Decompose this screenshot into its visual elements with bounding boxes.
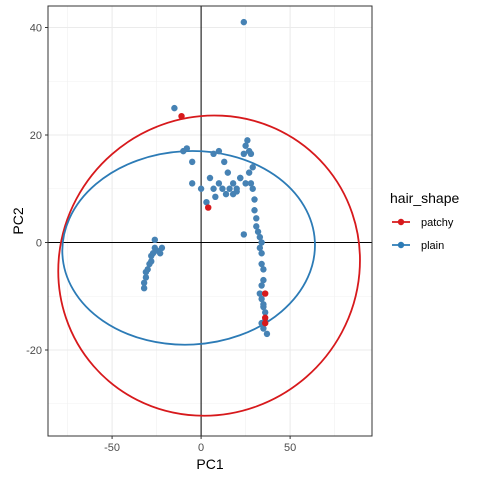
point-patchy <box>205 204 212 211</box>
legend-entries: patchy plain <box>392 217 454 252</box>
point-plain <box>256 233 264 241</box>
point-plain <box>247 150 255 158</box>
point-plain <box>258 239 265 246</box>
y-tick-label: 20 <box>30 130 42 142</box>
legend-label: patchy <box>421 217 454 229</box>
point-plain <box>210 185 217 192</box>
point-plain <box>142 274 150 281</box>
point-plain <box>219 185 226 192</box>
point-plain <box>256 290 264 297</box>
point-plain <box>240 150 248 158</box>
point-plain <box>258 260 265 268</box>
x-tick-label: 50 <box>284 442 296 454</box>
legend: hair_shape patchy plain <box>390 190 459 252</box>
point-plain <box>240 231 248 238</box>
point-plain <box>183 145 191 152</box>
point-patchy <box>261 290 269 297</box>
point-plain <box>237 174 244 182</box>
point-plain <box>251 207 258 214</box>
point-plain <box>254 228 262 235</box>
point-plain <box>258 295 265 303</box>
point-plain <box>258 282 265 289</box>
point-plain <box>229 180 237 187</box>
points-layer <box>140 18 271 338</box>
panel-border <box>47 5 373 437</box>
point-plain <box>210 150 217 158</box>
point-plain <box>215 180 223 187</box>
point-plain <box>156 250 164 257</box>
legend-key-point <box>397 241 405 249</box>
point-plain <box>247 180 255 187</box>
ticks-layer: -50 0 50 -20 0 20 40 <box>26 23 296 455</box>
point-plain <box>261 309 269 316</box>
point-plain <box>215 147 223 155</box>
point-plain <box>188 158 196 166</box>
x-axis-title: PC1 <box>196 456 223 472</box>
point-plain <box>140 279 148 287</box>
y-tick-label: 40 <box>30 23 42 35</box>
point-patchy <box>261 319 269 327</box>
point-plain <box>249 164 256 171</box>
point-plain <box>253 215 260 222</box>
point-plain <box>260 266 267 273</box>
point-plain <box>140 284 148 292</box>
point-plain <box>258 250 265 257</box>
point-plain <box>263 330 271 338</box>
point-plain <box>253 223 260 230</box>
point-plain <box>171 104 178 112</box>
point-plain <box>221 158 228 166</box>
point-plain <box>146 260 153 268</box>
point-plain <box>148 252 155 260</box>
point-plain <box>240 18 248 26</box>
point-plain <box>224 169 232 176</box>
point-plain <box>197 185 205 192</box>
confidence-ellipse-patchy <box>57 114 361 417</box>
point-plain <box>212 193 219 201</box>
point-plain <box>249 185 256 192</box>
point-patchy <box>261 314 269 321</box>
point-plain <box>242 180 249 187</box>
point-plain <box>188 180 196 187</box>
y-tick-label: 0 <box>36 238 42 250</box>
x-tick-label: 0 <box>198 442 204 454</box>
legend-title: hair_shape <box>390 190 459 206</box>
point-plain <box>251 196 258 203</box>
reference-lines <box>48 6 372 436</box>
y-axis-title: PC2 <box>10 207 26 234</box>
point-plain <box>260 276 267 284</box>
point-plain <box>245 169 253 176</box>
point-plain <box>142 268 150 276</box>
legend-entry-plain: plain <box>392 240 444 252</box>
point-plain <box>203 198 210 206</box>
point-plain <box>222 190 230 198</box>
point-plain <box>256 244 264 252</box>
point-plain <box>226 185 233 192</box>
point-plain <box>242 142 249 149</box>
legend-key-point <box>397 218 405 226</box>
point-patchy <box>178 112 185 120</box>
y-tick-label: -20 <box>26 345 42 357</box>
x-tick-label: -50 <box>104 442 120 454</box>
point-plain <box>158 244 166 252</box>
point-plain <box>260 303 267 311</box>
legend-label: plain <box>421 240 444 252</box>
point-plain <box>206 174 214 182</box>
point-plain <box>233 188 240 195</box>
point-plain <box>151 236 159 244</box>
point-plain <box>260 325 267 332</box>
point-plain <box>244 137 251 144</box>
legend-entry-patchy: patchy <box>392 217 454 229</box>
